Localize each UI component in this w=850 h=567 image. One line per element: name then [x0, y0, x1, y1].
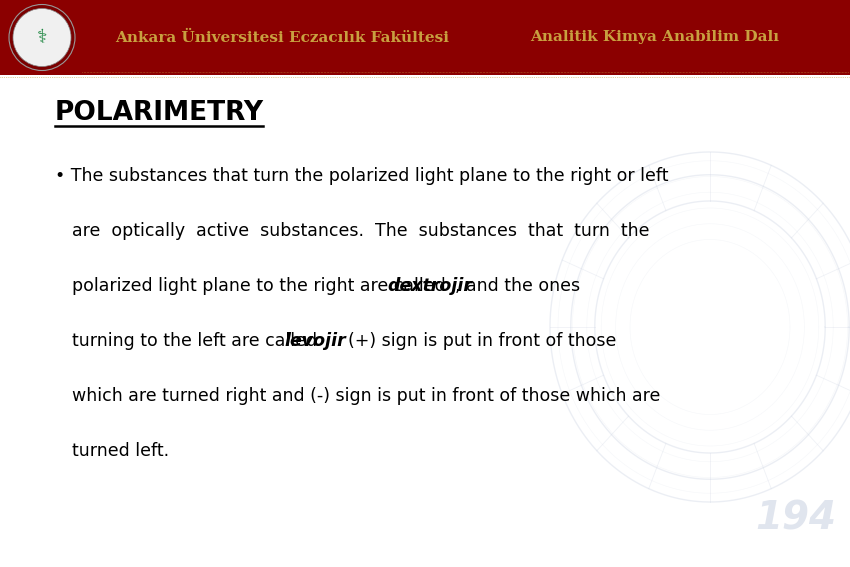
- Text: . (+) sign is put in front of those: . (+) sign is put in front of those: [337, 332, 616, 350]
- Circle shape: [13, 9, 71, 66]
- Text: dextrojir: dextrojir: [387, 277, 472, 295]
- Text: Analitik Kimya Anabilim Dalı: Analitik Kimya Anabilim Dalı: [530, 31, 779, 44]
- Text: turning to the left are called: turning to the left are called: [72, 332, 323, 350]
- Text: POLARIMETRY: POLARIMETRY: [55, 100, 264, 126]
- Text: levojir: levojir: [285, 332, 346, 350]
- Text: • The substances that turn the polarized light plane to the right or left: • The substances that turn the polarized…: [55, 167, 668, 185]
- Text: polarized light plane to the right are called: polarized light plane to the right are c…: [72, 277, 451, 295]
- Text: ⚕: ⚕: [37, 28, 48, 47]
- Bar: [0, 0, 850, 75]
- Text: Ankara Üniversitesi Eczacılık Fakültesi: Ankara Üniversitesi Eczacılık Fakültesi: [115, 31, 449, 45]
- Circle shape: [9, 5, 75, 70]
- Text: 194: 194: [755, 499, 836, 537]
- Text: turned left.: turned left.: [72, 442, 169, 460]
- Text: are  optically  active  substances.  The  substances  that  turn  the: are optically active substances. The sub…: [72, 222, 649, 240]
- Text: which are turned right and (-) sign is put in front of those which are: which are turned right and (-) sign is p…: [72, 387, 660, 405]
- Text: , and the ones: , and the ones: [455, 277, 580, 295]
